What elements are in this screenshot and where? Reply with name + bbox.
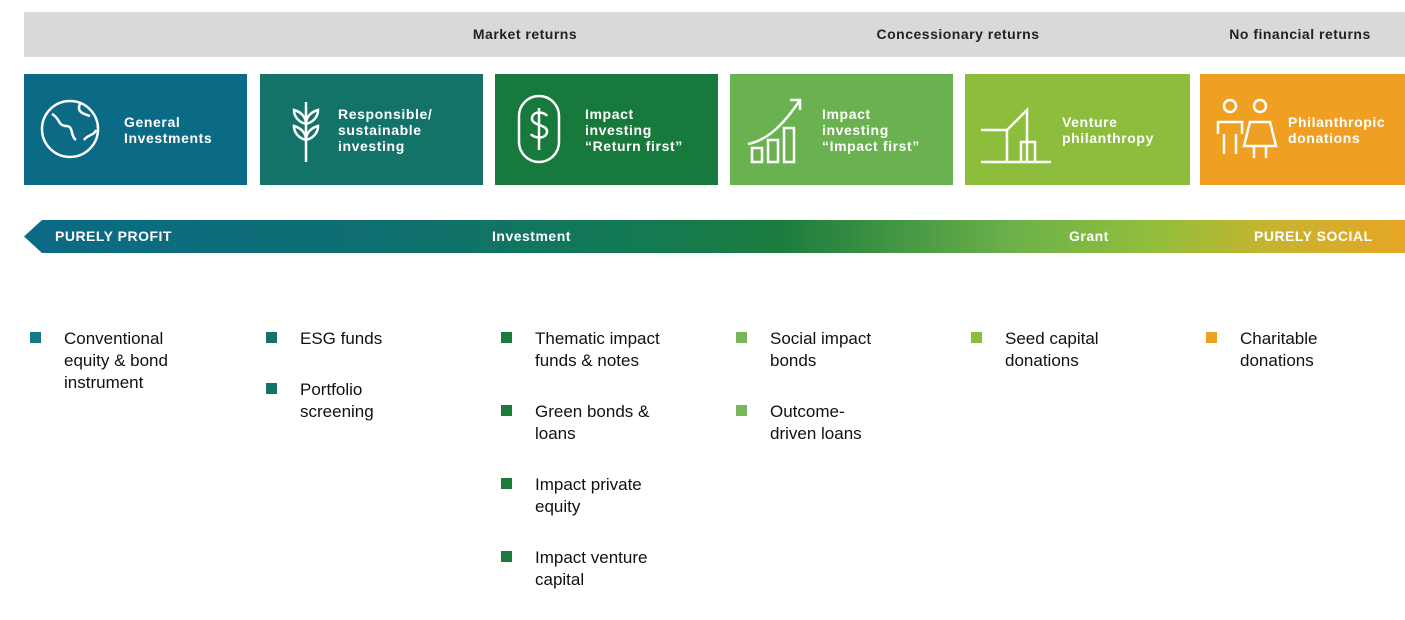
list-item-line: Conventional: [64, 329, 164, 348]
bullet: [1206, 332, 1217, 343]
bullet: [501, 332, 512, 343]
category-box: General Investments: [24, 74, 247, 185]
spectrum-middle: Investment: [492, 228, 571, 244]
list-item: Thematic impact funds & notes: [501, 328, 711, 372]
list-item-line: Seed capital: [1005, 329, 1099, 348]
icon: [1216, 98, 1278, 158]
list-item-line: Charitable: [1240, 329, 1318, 348]
category-label-line: donations: [1288, 129, 1361, 146]
category-label: Responsible/sustainable investing: [338, 106, 432, 154]
category-label: Philanthropic donations: [1288, 114, 1385, 146]
page: PURELY PROFIT Investment Grant PURELY SO…: [24, 12, 1405, 589]
category-box: Philanthropic donations: [1200, 74, 1405, 185]
category-label-line: Impact: [822, 105, 871, 122]
list-item-line: equity & bond: [64, 351, 168, 370]
item-list: Thematic impact funds & notes Green bonds …: [501, 328, 711, 620]
item-list: Charitable donations: [1206, 328, 1405, 401]
list-item: Impact venture capital: [501, 547, 711, 591]
list-item-line: ESG funds: [300, 329, 383, 348]
list-item-line: Portfolio: [300, 380, 363, 399]
category-label-line: sustainable: [338, 121, 422, 138]
list-item-line: Impact private: [535, 475, 642, 494]
list-item-line: Green bonds &: [535, 402, 650, 421]
icon: [40, 99, 100, 159]
list-item-line: equity: [535, 497, 581, 516]
category-box: Impact investing “Return first”: [495, 74, 718, 185]
category-label-line: Investments: [124, 129, 213, 146]
item-list: ESG funds Portfolio screening: [266, 328, 476, 452]
list-item: Impact private equity: [501, 474, 711, 518]
group-label: Concessionary returns: [876, 26, 1040, 42]
list-item: Green bonds & loans: [501, 401, 711, 445]
list-item-line: Social impact: [770, 329, 872, 348]
list-item-line: Thematic impact: [535, 329, 660, 348]
icon: [517, 94, 561, 164]
category-label: Impact investing “Return first”: [585, 106, 683, 154]
list-item: Outcome-driven loans: [736, 401, 946, 445]
category-box: Impact investing “Impact first”: [730, 74, 953, 185]
category-box: Venture philanthropy: [965, 74, 1190, 185]
bullet: [266, 332, 277, 343]
spectrum-right: PURELY SOCIAL: [1254, 228, 1373, 244]
category-label-line: General: [124, 113, 181, 130]
list-item-line: capital: [535, 570, 585, 589]
list-item-line: loans: [535, 424, 576, 443]
category-label-line: Philanthropic: [1288, 113, 1386, 130]
returns-bar: [24, 12, 1405, 57]
list-item-line: driven loans: [770, 424, 862, 443]
bullet: [736, 405, 747, 416]
icon: [981, 106, 1051, 164]
list-item: Conventional equity & bond instrument: [30, 328, 240, 394]
list-item-line: funds & notes: [535, 351, 639, 370]
list-item-line: instrument: [64, 373, 144, 392]
list-item-line: donations: [1240, 351, 1314, 370]
list-item-line: Outcome-: [770, 402, 845, 421]
category-label-line: “Impact first”: [822, 137, 920, 154]
category-label: General Investments: [124, 114, 212, 146]
category-label-line: Responsible/: [338, 105, 433, 122]
category-label: Venture philanthropy: [1062, 114, 1154, 146]
list-item: Portfolio screening: [266, 379, 476, 423]
bullet: [501, 478, 512, 489]
group-label: Market returns: [472, 26, 578, 42]
category-label: Impact investing “Impact first”: [822, 106, 920, 154]
category-label-line: philanthropy: [1062, 129, 1154, 146]
category-label-line: Venture: [1062, 113, 1118, 130]
category-label-line: investing: [338, 137, 405, 154]
list-item: Social impact bonds: [736, 328, 946, 372]
list-item: Charitable donations: [1206, 328, 1405, 372]
bullet: [736, 332, 747, 343]
spectrum-arrow: [24, 220, 1405, 253]
category-label-line: “Return first”: [585, 137, 683, 154]
bullet: [30, 332, 41, 343]
list-item-line: bonds: [770, 351, 817, 370]
item-list: Social impact bonds Outcome-driven loans: [736, 328, 946, 474]
category-box: Responsible/sustainable investing: [260, 74, 483, 185]
bullet: [501, 551, 512, 562]
bullet: [501, 405, 512, 416]
category-label-line: investing: [822, 121, 889, 138]
list-item-line: Impact venture: [535, 548, 648, 567]
list-item-line: donations: [1005, 351, 1079, 370]
bullet: [266, 383, 277, 394]
item-list: Conventional equity & bond instrument: [30, 328, 240, 423]
item-list: Seed capital donations: [971, 328, 1181, 401]
bullet: [971, 332, 982, 343]
category-label-line: Impact: [585, 105, 634, 122]
list-item: Seed capital donations: [971, 328, 1181, 372]
list-item-line: screening: [300, 402, 374, 421]
spectrum-grant: Grant: [1069, 228, 1109, 244]
spectrum-left: PURELY PROFIT: [55, 228, 172, 244]
list-item: ESG funds: [266, 328, 476, 350]
icon: [747, 98, 802, 164]
category-label-line: investing: [585, 121, 652, 138]
group-label: No financial returns: [1229, 26, 1371, 42]
icon: [292, 102, 320, 162]
